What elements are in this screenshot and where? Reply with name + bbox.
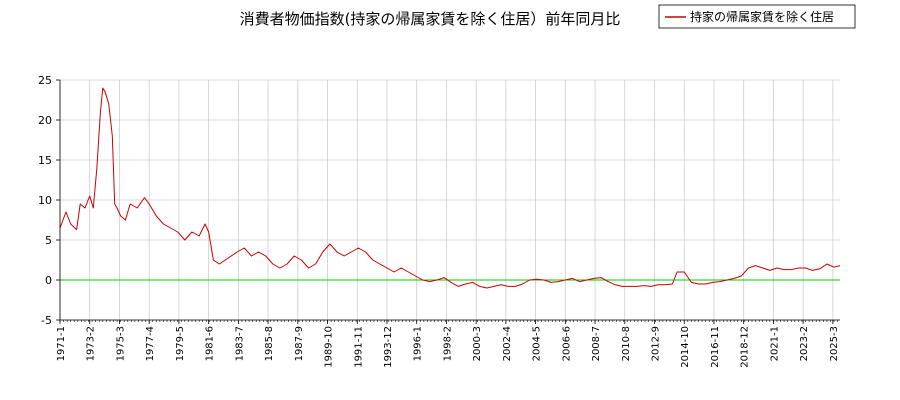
x-tick-label: 2002-4 [502,326,513,361]
x-tick-label: 1975-3 [115,326,126,361]
chart-title: 消費者物価指数(持家の帰属家賃を除く住居）前年同月比 [240,10,621,28]
y-tick-label: 25 [38,74,52,87]
x-tick-label: 2000-3 [472,326,483,361]
y-tick-label: 15 [38,154,52,167]
y-tick-label: 5 [45,234,52,247]
x-tick-label: 2021-1 [769,326,780,361]
x-tick-label: 1991-11 [353,326,364,368]
x-tick-label: 2010-8 [621,326,632,361]
x-tick-label: 2004-5 [532,326,543,361]
series-line [59,87,841,289]
x-tick-label: 1996-1 [413,326,424,361]
x-tick-label: 2018-12 [740,326,751,368]
x-tick-label: 2016-11 [710,326,721,368]
legend-label: 持家の帰属家賃を除く住居 [690,9,834,24]
x-tick-label: 1998-2 [442,326,453,361]
x-tick-label: 1985-8 [264,326,275,361]
x-tick-label: 1993-12 [383,326,394,368]
x-tick-label: 2023-2 [799,326,810,361]
x-tick-label: 2014-10 [680,326,691,368]
x-tick-label: 2025-3 [829,326,840,361]
y-tick-label: -5 [41,314,52,327]
x-tick-label: 1973-2 [86,326,97,361]
y-tick-label: 0 [45,274,52,287]
legend-box [658,4,856,29]
x-tick-label: 1971-1 [56,326,67,361]
y-axis: 25 20 15 10 5 0 -5 [38,74,61,327]
x-tick-label: 2012-9 [651,326,662,361]
x-axis: 1971-1 1973-2 1975-3 1977-4 1979-5 1981-6 1983… [56,319,840,368]
x-tick-label: 1979-5 [175,326,186,361]
x-tick-label: 1977-4 [145,326,156,361]
x-tick-label: 2008-7 [591,326,602,361]
x-tick-label: 1987-9 [294,326,305,361]
x-tick-label: 1981-6 [205,326,216,361]
x-tick-label: 1989-10 [324,326,335,368]
y-tick-label: 20 [38,114,52,127]
series-layer [59,87,841,289]
y-tick-label: 10 [38,194,52,207]
legend: 持家の帰属家賃を除く住居 [658,4,856,29]
x-tick-label: 1983-7 [234,326,245,361]
x-tick-label: 2006-6 [561,326,572,361]
